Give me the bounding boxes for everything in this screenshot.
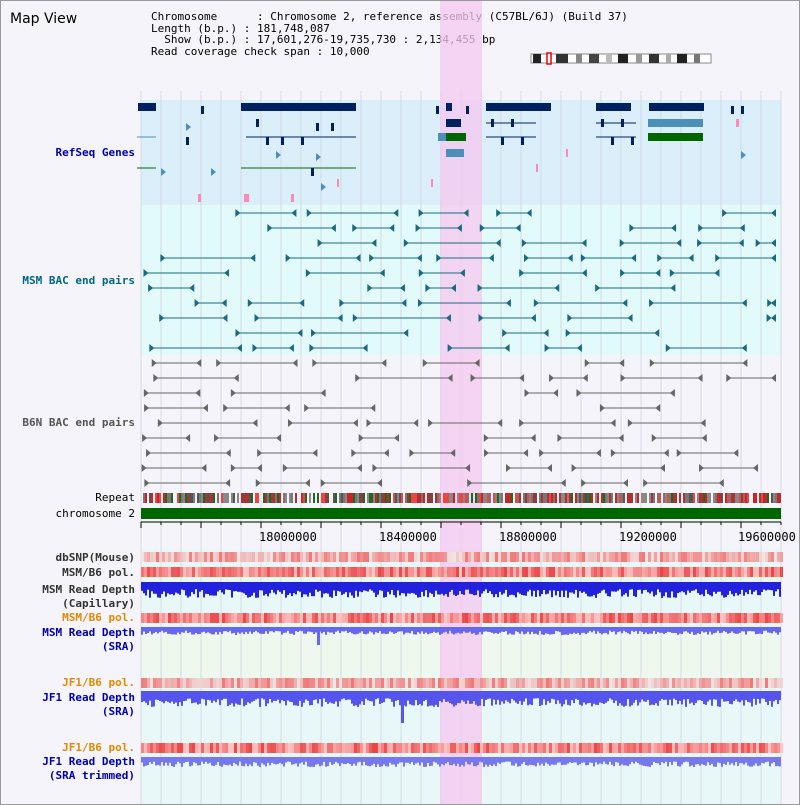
refseq-genes[interactable] (137, 103, 746, 202)
coverage-label: Read coverage check span (151, 44, 310, 58)
position-axis (140, 521, 782, 528)
repeat-label: Repeat (95, 491, 135, 504)
axis-tick-label: 18800000 (499, 530, 557, 544)
axis-tick-label: 18000000 (259, 530, 317, 544)
axis-tick-label: 18400000 (379, 530, 437, 544)
coverage-value: 10,000 (329, 44, 370, 58)
chromosome-label: Chromosome (151, 10, 218, 23)
length-value: 181,748,087 (256, 21, 330, 35)
msm-bac-label: MSM BAC end pairs (22, 274, 135, 287)
b6n-bac-pairs[interactable] (141, 359, 776, 487)
msm-b6-pol-heatmap-2[interactable] (141, 613, 783, 623)
msm-read-depth-capillary-label: MSM Read Depth (Capillary) (42, 583, 135, 610)
jf1-read-depth-sra[interactable] (141, 691, 781, 723)
chromosome-bar (141, 508, 781, 519)
chromosome-ideogram[interactable] (530, 52, 712, 65)
jf1-read-depth-sra-label: JF1 Read Depth (SRA) (42, 691, 135, 718)
repeat-track[interactable] (143, 493, 781, 503)
dbsnp-label: dbSNP(Mouse) (55, 551, 135, 564)
show-label: Show (b.p.) (164, 33, 238, 46)
jf1-b6-pol-heatmap-1[interactable] (141, 678, 783, 688)
msm-b6-pol-label-2: MSM/B6 pol. (62, 611, 135, 624)
jf1-b6-pol-heatmap-2[interactable] (141, 743, 783, 753)
msm-read-depth-capillary[interactable] (141, 582, 781, 598)
msm-b6-pol-heatmap-1[interactable] (141, 567, 783, 577)
jf1-read-depth-sra-trimmed[interactable] (141, 757, 781, 767)
msm-read-depth-sra[interactable] (141, 627, 781, 645)
msm-read-depth-sra-label: MSM Read Depth (SRA) (42, 626, 135, 653)
dbsnp-heatmap[interactable] (141, 552, 783, 562)
length-label: Length (b.p.) (151, 21, 238, 35)
axis-tick-label: 19600000 (738, 530, 796, 544)
b6n-bac-label: B6N BAC end pairs (22, 416, 135, 429)
region-info: Chromosome : Chromosome 2, reference ass… (151, 10, 628, 58)
refseq-genes-label: RefSeq Genes (55, 146, 135, 159)
jf1-b6-pol-label-2: JF1/B6 pol. (62, 741, 135, 754)
page-title: Map View (10, 11, 78, 27)
msm-b6-pol-label-1: MSM/B6 pol. (62, 566, 135, 579)
msm-bac-pairs[interactable] (143, 209, 776, 352)
jf1-read-depth-trimmed-label: JF1 Read Depth (SRA trimmed) (42, 755, 135, 782)
axis-tick-label: 19200000 (619, 530, 677, 544)
jf1-b6-pol-label-1: JF1/B6 pol. (62, 676, 135, 689)
chromosome-label-track: chromosome 2 (55, 507, 135, 520)
